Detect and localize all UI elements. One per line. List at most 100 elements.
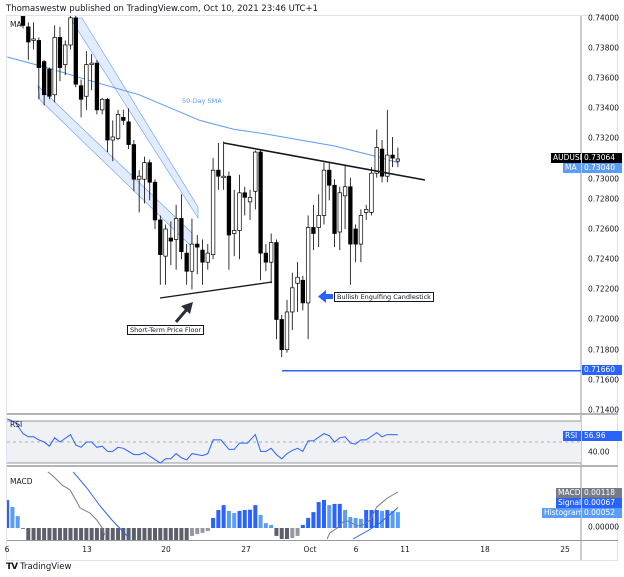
candle [168, 221, 173, 266]
candle [52, 25, 57, 103]
histogram-bar [311, 512, 316, 528]
candle [258, 149, 263, 281]
bearish-candle-body [216, 169, 221, 177]
rsi-axis-label: 40.00 [588, 447, 610, 457]
upper-channel-band[interactable] [69, 17, 199, 220]
bearish-candle-body [73, 17, 78, 85]
bearish-candle-body [131, 144, 137, 180]
time-label: 18 [480, 545, 490, 554]
price-axis-label: 0.73000 [588, 174, 620, 183]
price-axis-label: 0.71600 [588, 375, 620, 385]
candle [295, 262, 300, 312]
candle [100, 97, 105, 115]
floor-arrow-icon[interactable] [174, 302, 193, 323]
histogram-bar [374, 510, 379, 528]
candle [348, 177, 353, 285]
bearish-candle-body [105, 98, 110, 141]
bearish-candle-body [353, 228, 358, 245]
rsi-pane-label[interactable]: RSI [10, 420, 23, 429]
rsi-tag: RSI [563, 431, 581, 441]
histogram-bar [110, 528, 115, 540]
candle [279, 314, 284, 358]
candle [115, 109, 121, 141]
macd-axis-label: 0.00000 [588, 522, 620, 532]
candle [221, 141, 226, 190]
bullish-candle-body [247, 196, 253, 203]
macd-pane[interactable] [5, 471, 400, 540]
main-pane[interactable] [7, 15, 581, 372]
tradingview-logo[interactable]: TV TradingView [6, 562, 71, 572]
bearish-candle-body [263, 252, 269, 263]
histogram-bar [84, 528, 89, 540]
bullish-candle-body [31, 38, 36, 41]
bearish-candle-body [226, 175, 232, 236]
histogram-bar [174, 528, 179, 540]
tradingview-logo-icon: TV [6, 562, 18, 572]
bullish-candle-body [385, 154, 390, 177]
rsi-pane[interactable] [7, 418, 581, 464]
candle [327, 162, 332, 201]
histogram-bar [57, 528, 62, 540]
price-floor-trendline[interactable] [159, 281, 273, 299]
histogram-bar [10, 506, 15, 528]
candle [94, 60, 100, 115]
bearish-candle-body [179, 218, 184, 252]
histogram-bar [216, 510, 221, 528]
candle [158, 215, 163, 285]
histogram-bar [332, 503, 337, 528]
bullish-candle-body [52, 37, 57, 96]
histogram-bar [295, 528, 300, 536]
bullish-candle-body [100, 98, 105, 111]
histogram-bar [116, 528, 121, 540]
bearish-candle-body [279, 319, 284, 351]
bullish-candle-body [269, 242, 274, 263]
bearish-candle-body [57, 37, 63, 68]
bullish-candle-body [137, 175, 142, 180]
macd-tag: MACD [556, 488, 581, 498]
histogram-bar [232, 513, 237, 528]
candle [379, 140, 385, 183]
histogram-bar [269, 524, 274, 528]
histogram-bar [52, 528, 57, 540]
candle [205, 244, 210, 270]
bullish-candle-body [305, 227, 311, 304]
rsi-value-tag: 56.96 [582, 431, 622, 441]
candle [274, 239, 279, 340]
price-axis-label: 0.73200 [588, 133, 620, 143]
histogram-bar [253, 505, 258, 528]
histogram-bar [390, 510, 395, 528]
histogram-value-tag: 0.00052 [582, 508, 622, 518]
candle [105, 97, 110, 153]
histogram-bar [395, 512, 400, 528]
bullish-candle-body [163, 228, 168, 257]
floor-annotation[interactable]: Short-Term Price Floor [127, 325, 205, 335]
bullish-candle-body [173, 218, 179, 240]
engulfing-arrow-icon[interactable] [318, 290, 333, 303]
histogram-bar [184, 528, 189, 540]
bullish-candle-body [369, 172, 374, 213]
bearish-candle-body [300, 279, 305, 304]
sma-annotation[interactable]: 50-Day SMA [182, 97, 222, 105]
candle [184, 244, 189, 285]
resistance-trendline[interactable] [223, 142, 426, 181]
candle [332, 179, 337, 248]
candle [385, 109, 390, 183]
bullish-candle-body [189, 243, 195, 272]
candle [179, 194, 184, 260]
bullish-candle-body [210, 169, 216, 255]
macd-pane-label[interactable]: MACD [10, 477, 33, 486]
histogram-bar [205, 528, 210, 532]
candle [216, 143, 221, 190]
bullish-candle-body [374, 147, 379, 174]
bearish-candle-body [327, 169, 332, 186]
candle [131, 140, 137, 192]
histogram-bar [237, 510, 242, 528]
candle [300, 275, 305, 311]
price-axis-label: 0.74000 [588, 13, 620, 23]
ma-indicator-label[interactable]: MA [10, 20, 22, 29]
engulfing-annotation[interactable]: Bullish Engulfing Candlestick [334, 292, 434, 302]
candle [173, 204, 179, 270]
time-label: 6 [4, 545, 10, 554]
histogram-bar [163, 528, 168, 540]
